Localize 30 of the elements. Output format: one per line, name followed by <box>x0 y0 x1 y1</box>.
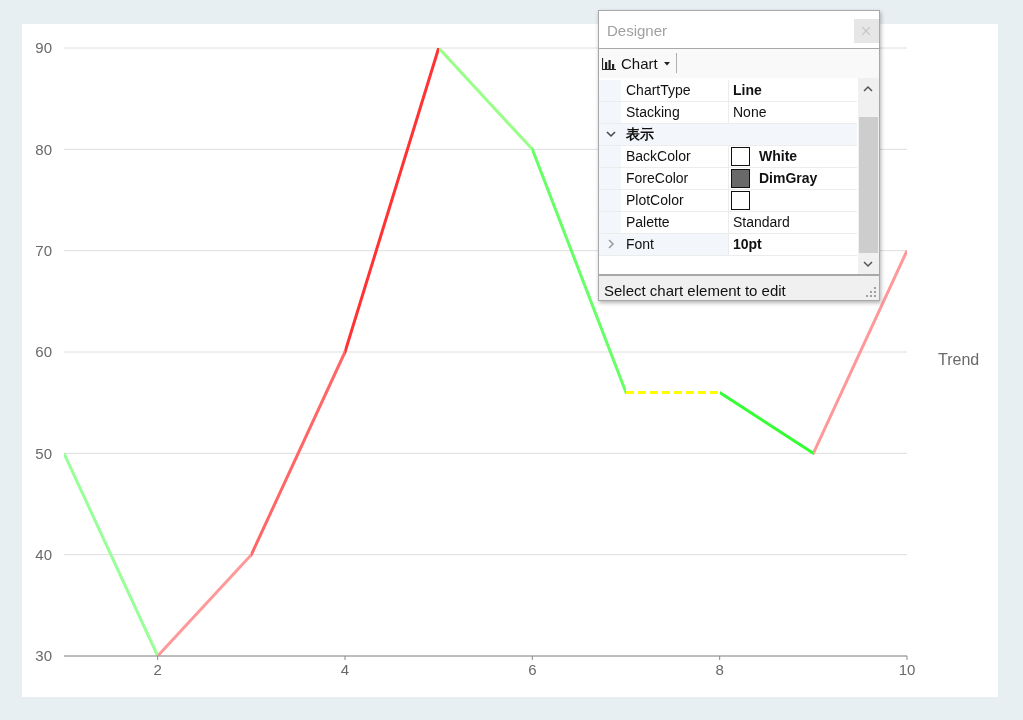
y-tick-label: 60 <box>35 343 52 361</box>
y-tick-label: 30 <box>35 647 52 665</box>
annotation: PlotColor <box>626 192 684 208</box>
y-tick-label: 90 <box>35 39 52 57</box>
annotation: Line <box>733 82 762 98</box>
text: Designer <box>607 22 668 39</box>
x-tick-label: 8 <box>715 660 724 678</box>
annotation: 10pt <box>733 236 762 252</box>
x-tick-label: 4 <box>340 660 350 678</box>
annotation: DimGray <box>759 170 818 186</box>
annotation: BackColor <box>626 148 691 164</box>
annotation: Stacking <box>626 104 680 120</box>
text: Trend <box>938 351 980 369</box>
annotation: Select chart element to edit <box>604 282 786 299</box>
y-tick-label: 50 <box>35 444 52 462</box>
annotation: Standard <box>733 214 790 230</box>
annotation: Font <box>626 236 655 252</box>
x-tick-label: 2 <box>153 660 162 678</box>
annotation: None <box>733 104 767 120</box>
annotation: Palette <box>626 214 670 230</box>
y-tick-label: 40 <box>35 545 52 563</box>
y-tick-label: 80 <box>35 140 52 158</box>
x-tick-label: 10 <box>898 660 916 678</box>
annotation: 表示 <box>626 126 654 144</box>
annotation: Chart <box>621 55 658 72</box>
annotation: ForeColor <box>626 170 689 186</box>
x-tick-label: 6 <box>528 660 537 678</box>
annotation: White <box>759 148 798 164</box>
y-tick-label: 70 <box>35 241 52 259</box>
annotation: ChartType <box>626 82 691 98</box>
